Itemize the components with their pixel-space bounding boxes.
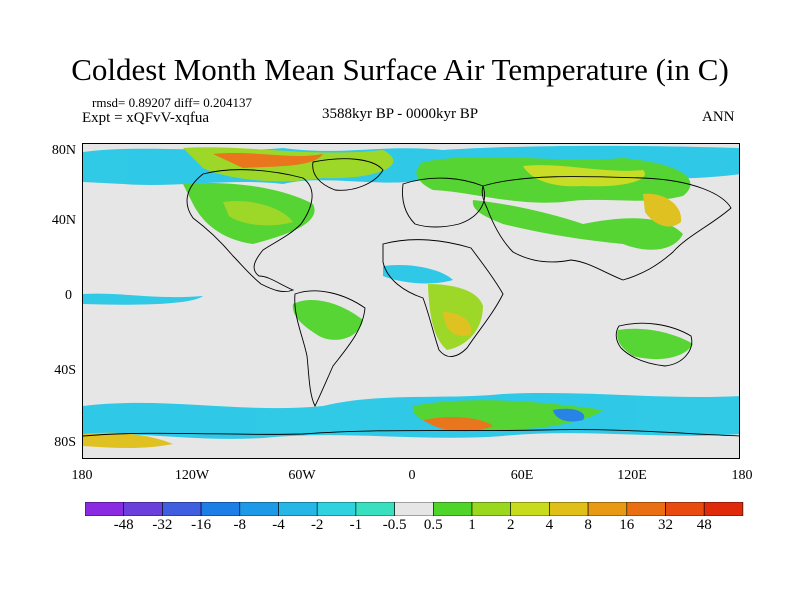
- coastlines: [83, 158, 739, 437]
- lon-tick-label: 0: [408, 468, 416, 483]
- colorbar-swatch: [394, 502, 434, 516]
- colorbar-label: -48: [113, 517, 134, 533]
- colorbar-swatch: [587, 502, 628, 516]
- colorbar-swatch: [703, 502, 744, 516]
- chart-title: Coldest Month Mean Surface Air Temperatu…: [71, 52, 729, 87]
- experiment-label: Expt = xQFvV-xqfua: [82, 110, 210, 126]
- season-label: ANN: [702, 109, 735, 125]
- lon-tick-label: 60W: [288, 468, 316, 483]
- colorbar-swatch: [471, 502, 512, 516]
- colorbar-label: -2: [310, 517, 324, 533]
- colorbar-label: -8: [233, 517, 247, 533]
- colorbar-label: -32: [152, 517, 173, 533]
- colorbar-label: -4: [272, 517, 285, 533]
- lon-tick-label: 180: [71, 468, 93, 483]
- colorbar-label: -1: [349, 517, 363, 533]
- colorbar-swatch: [123, 502, 163, 516]
- colorbar-label: 8: [584, 517, 592, 533]
- lat-tick-label: 40S: [54, 363, 76, 378]
- anomaly-shading: [83, 145, 739, 448]
- colorbar-label: -16: [191, 517, 212, 533]
- colorbar-swatch: [665, 502, 705, 516]
- colorbar-label: 4: [545, 517, 554, 533]
- lon-tick-label: 60E: [510, 468, 534, 483]
- colorbar-label: 16: [619, 517, 635, 533]
- colorbar-swatch: [278, 502, 318, 516]
- colorbar-swatch: [162, 502, 202, 516]
- colorbar-swatch: [200, 502, 241, 516]
- colorbar-label: 48: [696, 517, 712, 533]
- colorbar-swatch: [432, 502, 473, 516]
- colorbar-swatch: [355, 502, 395, 516]
- lat-tick-label: 0: [65, 288, 72, 303]
- colorbar: [85, 502, 744, 516]
- lon-tick-label: 120E: [617, 468, 647, 483]
- colorbar-swatch: [510, 502, 550, 516]
- colorbar-label: -0.5: [382, 517, 407, 533]
- map-plot-area: [82, 143, 740, 459]
- lat-tick-label: 80S: [54, 435, 76, 450]
- colorbar-label: 32: [658, 517, 673, 533]
- lat-tick-label: 80N: [51, 143, 76, 158]
- lat-tick-label: 40N: [51, 213, 76, 228]
- period-label: 3588kyr BP - 0000kyr BP: [322, 106, 479, 122]
- colorbar-label: 1: [468, 517, 476, 533]
- lon-tick-label: 120W: [174, 468, 210, 483]
- colorbar-swatch: [549, 502, 589, 516]
- colorbar-swatch: [316, 502, 357, 516]
- rmsd-diff-stats: rmsd= 0.89207 diff= 0.204137: [92, 95, 252, 110]
- colorbar-label: 2: [506, 517, 515, 533]
- colorbar-swatch: [239, 502, 279, 516]
- map-field: [83, 145, 739, 448]
- colorbar-swatch: [626, 502, 666, 516]
- lon-tick-label: 180: [731, 468, 753, 483]
- colorbar-swatch: [85, 502, 125, 516]
- colorbar-label: 0.5: [423, 517, 443, 533]
